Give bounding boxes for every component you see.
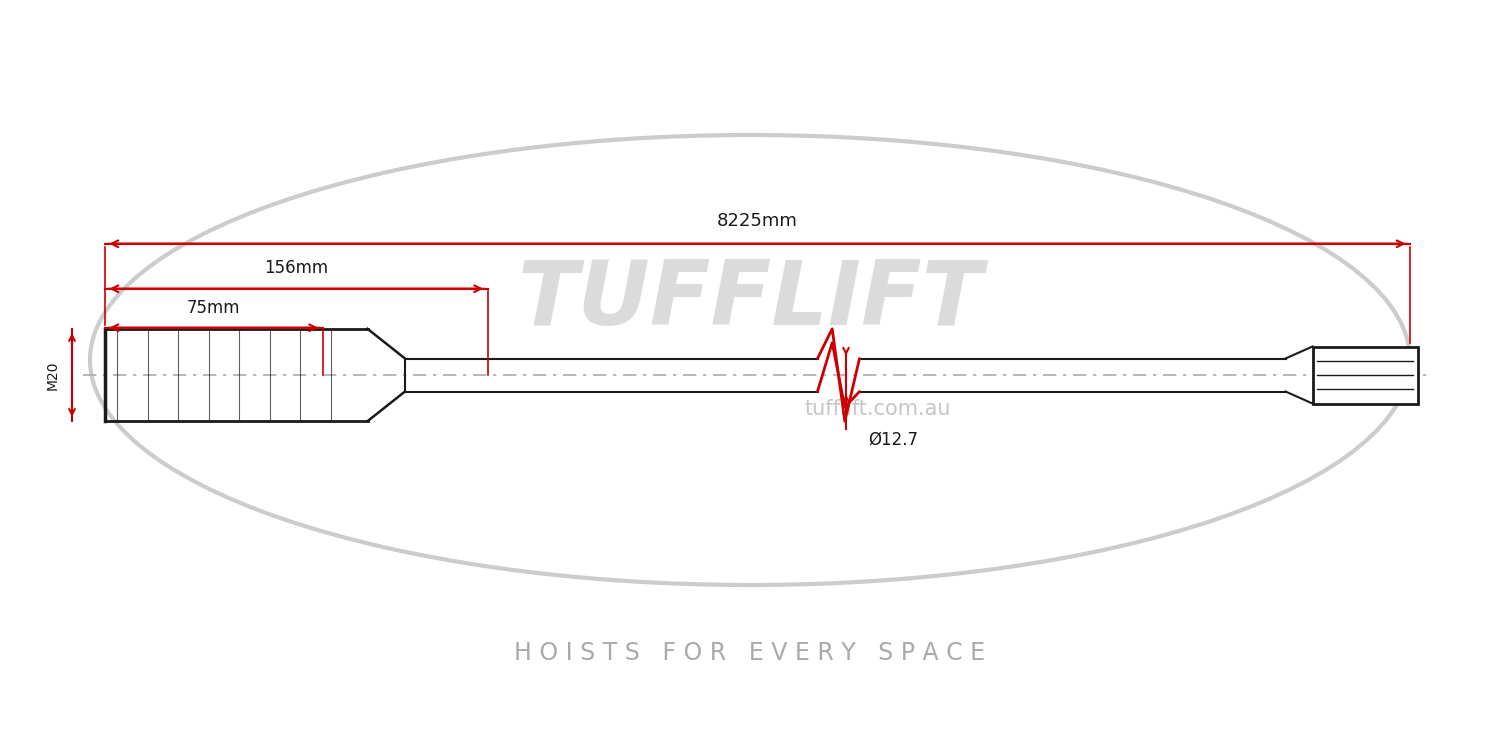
Text: 8225mm: 8225mm <box>717 212 798 230</box>
Text: TUFFLIFT: TUFFLIFT <box>518 256 982 344</box>
Text: H O I S T S   F O R   E V E R Y   S P A C E: H O I S T S F O R E V E R Y S P A C E <box>514 640 986 664</box>
Text: M20: M20 <box>45 360 60 390</box>
Bar <box>1312 346 1418 404</box>
Text: 75mm: 75mm <box>188 299 240 317</box>
Text: Ø12.7: Ø12.7 <box>868 430 918 448</box>
Text: 156mm: 156mm <box>264 259 328 277</box>
Text: tufflift.com.au: tufflift.com.au <box>804 399 951 418</box>
